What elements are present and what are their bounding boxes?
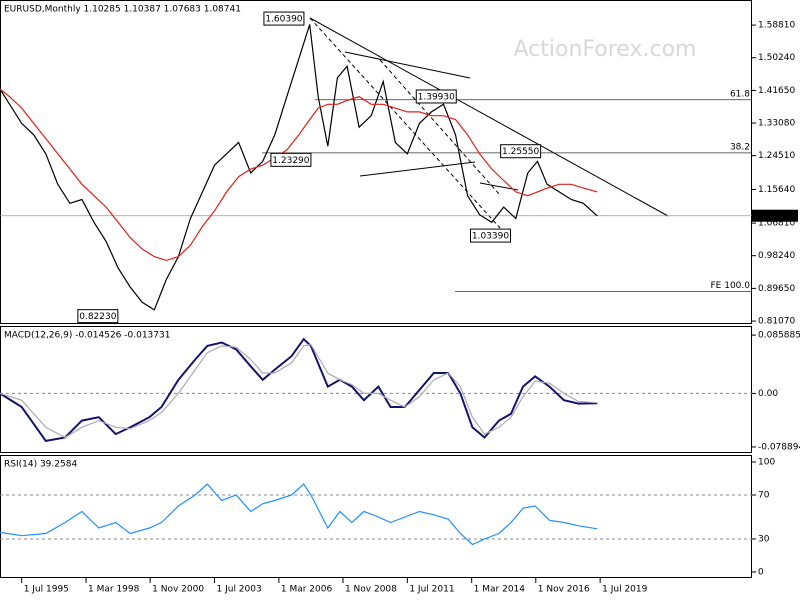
rsi-panel-frame — [0, 455, 752, 578]
x-tick-label: 1 Mar 1998 — [88, 585, 140, 595]
y-tick-label: 1.15640 — [758, 185, 795, 195]
chart-title: EURUSD,Monthly 1.10285 1.10387 1.07683 1… — [4, 5, 241, 15]
x-tick-label: 1 Jul 2003 — [217, 585, 262, 595]
trend-line — [309, 17, 669, 217]
trend-line — [379, 59, 501, 196]
y-tick-label: 100 — [758, 458, 775, 468]
y-tick-label: 1.58810 — [758, 21, 795, 31]
y-tick-label: -0.078894 — [758, 442, 800, 452]
series-line — [0, 483, 598, 546]
price-label: 1.39930 — [418, 92, 455, 102]
price-label-box — [263, 11, 305, 26]
level-label: FE 100.0 — [711, 281, 751, 291]
series-line — [0, 88, 598, 262]
price-label: 1.60390 — [265, 15, 302, 25]
series-line — [0, 337, 598, 442]
price-label-box — [270, 152, 312, 167]
macd-panel-frame — [0, 326, 752, 453]
watermark: ActionForex.com — [514, 37, 697, 62]
y-tick-label: 0 — [758, 567, 764, 577]
y-tick-label: 0.98240 — [758, 251, 795, 261]
price-label-box — [500, 144, 542, 159]
x-tick-label: 1 Jul 2019 — [602, 585, 647, 595]
y-tick-label: 0.81070 — [758, 317, 795, 327]
price-label: 1.03390 — [472, 232, 509, 242]
y-tick-label: 1.06810 — [758, 219, 795, 229]
y-tick-label: 1.24510 — [758, 151, 795, 161]
series-line — [0, 24, 598, 311]
y-tick-label: 0.89650 — [758, 284, 795, 294]
price-label-box — [415, 89, 457, 104]
last-price-box — [752, 209, 798, 222]
price-label: 0.82230 — [79, 312, 116, 322]
level-label: 61.8 — [730, 89, 750, 99]
price-label: 1.23290 — [272, 156, 309, 166]
last-price-label: 1.08741 — [756, 211, 793, 221]
trend-line — [309, 17, 501, 229]
y-tick-label: 0.00 — [758, 389, 778, 399]
x-tick-label: 1 Nov 2016 — [538, 585, 590, 595]
trend-lines — [309, 17, 669, 229]
trend-line — [344, 51, 471, 79]
y-tick-label: 70 — [758, 491, 770, 501]
y-tick-label: 30 — [758, 534, 770, 544]
price-label-box — [77, 309, 119, 324]
macd-title: MACD(12,26,9) -0.014526 -0.013731 — [4, 331, 170, 341]
trend-line — [359, 161, 476, 177]
x-tick-label: 1 Nov 2008 — [345, 585, 397, 595]
trend-line — [479, 182, 519, 191]
main-panel-frame — [0, 0, 752, 324]
price-label-box — [469, 228, 511, 243]
y-tick-label: 1.50240 — [758, 53, 795, 63]
price-label: 1.25550 — [502, 147, 539, 157]
x-tick-label: 1 Jul 2011 — [409, 585, 454, 595]
y-tick-label: 1.33080 — [758, 119, 795, 129]
x-tick-label: 1 Nov 2000 — [152, 585, 204, 595]
y-tick-label: 1.41650 — [758, 86, 795, 96]
x-tick-label: 1 Mar 2014 — [474, 585, 526, 595]
rsi-title: RSI(14) 39.2584 — [4, 460, 77, 470]
level-label: 38.2 — [730, 142, 750, 152]
series-line — [0, 343, 598, 439]
y-tick-label: 0.085885 — [758, 331, 800, 341]
x-tick-label: 1 Mar 2006 — [281, 585, 333, 595]
x-tick-label: 1 Jul 1995 — [24, 585, 69, 595]
